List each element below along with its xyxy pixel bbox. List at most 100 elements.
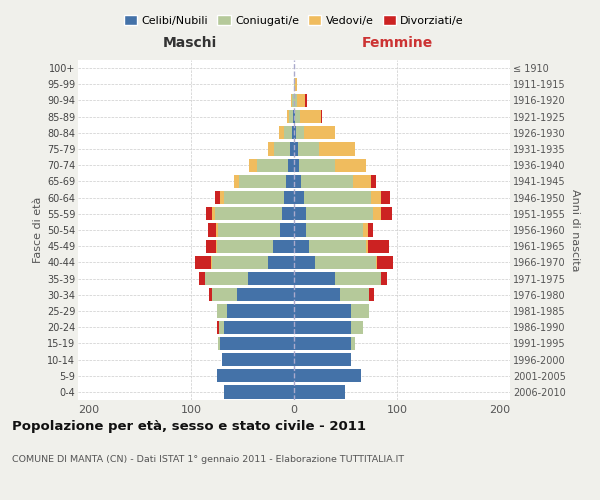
Bar — [284, 126, 292, 140]
Bar — [371, 191, 382, 204]
Y-axis label: Fasce di età: Fasce di età — [32, 197, 43, 263]
Bar — [274, 142, 290, 156]
Bar — [205, 272, 248, 285]
Bar — [211, 256, 212, 269]
Bar — [239, 175, 286, 188]
Bar — [281, 207, 294, 220]
Bar — [294, 272, 335, 285]
Bar — [292, 126, 294, 140]
Bar — [298, 142, 319, 156]
Bar — [321, 110, 322, 124]
Bar — [294, 142, 298, 156]
Bar — [278, 126, 284, 140]
Bar — [222, 353, 294, 366]
Bar — [294, 224, 307, 236]
Bar — [310, 240, 366, 253]
Bar — [293, 110, 294, 124]
Bar — [206, 240, 216, 253]
Bar — [224, 386, 294, 398]
Bar — [217, 369, 294, 382]
Bar — [268, 256, 294, 269]
Bar — [224, 320, 294, 334]
Bar — [292, 94, 294, 107]
Bar — [268, 142, 274, 156]
Bar — [294, 304, 350, 318]
Text: Maschi: Maschi — [163, 36, 217, 51]
Bar — [212, 256, 268, 269]
Bar — [257, 158, 288, 172]
Bar — [294, 175, 301, 188]
Bar — [219, 320, 224, 334]
Bar — [289, 110, 293, 124]
Bar — [377, 256, 393, 269]
Bar — [366, 240, 368, 253]
Bar — [224, 191, 284, 204]
Bar — [195, 256, 211, 269]
Bar — [280, 224, 294, 236]
Bar — [216, 240, 217, 253]
Bar — [288, 158, 294, 172]
Bar — [305, 94, 307, 107]
Bar — [294, 336, 350, 350]
Bar — [314, 256, 376, 269]
Bar — [299, 158, 335, 172]
Bar — [296, 126, 304, 140]
Bar — [340, 288, 369, 302]
Bar — [212, 288, 238, 302]
Bar — [307, 207, 373, 220]
Bar — [294, 207, 307, 220]
Bar — [294, 78, 295, 91]
Bar — [290, 142, 294, 156]
Bar — [294, 288, 340, 302]
Bar — [220, 191, 224, 204]
Bar — [220, 336, 294, 350]
Legend: Celibi/Nubili, Coniugati/e, Vedovi/e, Divorziati/e: Celibi/Nubili, Coniugati/e, Vedovi/e, Di… — [119, 10, 469, 30]
Bar — [382, 207, 392, 220]
Bar — [238, 288, 294, 302]
Bar — [368, 224, 373, 236]
Bar — [382, 191, 389, 204]
Bar — [376, 256, 377, 269]
Bar — [294, 353, 350, 366]
Bar — [304, 191, 371, 204]
Bar — [294, 369, 361, 382]
Bar — [199, 272, 205, 285]
Bar — [235, 175, 239, 188]
Bar — [368, 240, 389, 253]
Bar — [294, 320, 350, 334]
Text: Popolazione per età, sesso e stato civile - 2011: Popolazione per età, sesso e stato civil… — [12, 420, 366, 433]
Bar — [304, 126, 335, 140]
Bar — [294, 110, 295, 124]
Bar — [350, 304, 369, 318]
Bar — [286, 175, 294, 188]
Bar — [217, 304, 227, 318]
Bar — [297, 94, 305, 107]
Y-axis label: Anni di nascita: Anni di nascita — [570, 188, 580, 271]
Bar — [353, 175, 371, 188]
Bar — [294, 191, 304, 204]
Bar — [206, 207, 212, 220]
Bar — [227, 304, 294, 318]
Bar — [274, 240, 294, 253]
Bar — [215, 207, 281, 220]
Bar — [350, 320, 363, 334]
Bar — [373, 207, 382, 220]
Bar — [208, 224, 216, 236]
Bar — [363, 224, 368, 236]
Bar — [216, 224, 218, 236]
Bar — [217, 320, 219, 334]
Bar — [294, 94, 297, 107]
Text: COMUNE DI MANTA (CN) - Dati ISTAT 1° gennaio 2011 - Elaborazione TUTTITALIA.IT: COMUNE DI MANTA (CN) - Dati ISTAT 1° gen… — [12, 455, 404, 464]
Text: Femmine: Femmine — [362, 36, 433, 51]
Bar — [291, 94, 292, 107]
Bar — [248, 272, 294, 285]
Bar — [350, 336, 355, 350]
Bar — [382, 272, 386, 285]
Bar — [217, 240, 274, 253]
Bar — [212, 207, 215, 220]
Bar — [294, 240, 310, 253]
Bar — [218, 336, 220, 350]
Bar — [335, 272, 382, 285]
Bar — [294, 386, 346, 398]
Bar — [294, 126, 296, 140]
